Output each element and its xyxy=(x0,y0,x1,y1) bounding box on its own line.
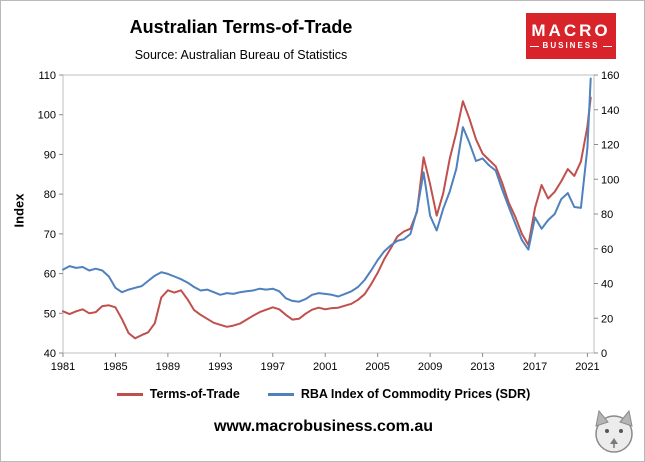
svg-text:50: 50 xyxy=(44,308,56,320)
svg-text:60: 60 xyxy=(601,244,613,256)
legend-label-terms-of-trade: Terms-of-Trade xyxy=(149,387,240,401)
svg-text:70: 70 xyxy=(44,229,56,241)
svg-text:140: 140 xyxy=(601,105,619,117)
svg-text:90: 90 xyxy=(44,149,56,161)
svg-text:160: 160 xyxy=(601,70,619,82)
svg-text:40: 40 xyxy=(44,348,56,360)
page-title: Australian Terms-of-Trade xyxy=(129,17,353,37)
source-subtitle: Source: Australian Bureau of Statistics xyxy=(134,48,348,62)
svg-text:20: 20 xyxy=(601,313,613,325)
legend-label-rba-index: RBA Index of Commodity Prices (SDR) xyxy=(300,387,531,401)
svg-text:1985: 1985 xyxy=(103,361,127,371)
svg-text:1993: 1993 xyxy=(208,361,232,371)
macrobusiness-logo: MACRO BUSINESS xyxy=(526,13,616,59)
svg-text:110: 110 xyxy=(38,70,56,82)
logo-business-row: BUSINESS xyxy=(529,41,613,50)
svg-text:100: 100 xyxy=(601,174,619,186)
svg-text:1997: 1997 xyxy=(261,361,285,371)
wolf-logo-icon xyxy=(595,409,633,453)
svg-text:2009: 2009 xyxy=(418,361,442,371)
svg-text:2005: 2005 xyxy=(365,361,389,371)
legend-item-rba-index: RBA Index of Commodity Prices (SDR) xyxy=(267,387,531,401)
legend: Terms-of-Trade RBA Index of Commodity Pr… xyxy=(1,387,644,401)
svg-text:2001: 2001 xyxy=(313,361,337,371)
svg-text:40: 40 xyxy=(601,279,613,291)
terms-of-trade-line-swatch xyxy=(116,392,143,396)
svg-text:2017: 2017 xyxy=(523,361,547,371)
svg-text:1989: 1989 xyxy=(156,361,180,371)
logo-business-text: BUSINESS xyxy=(542,41,600,50)
svg-text:80: 80 xyxy=(601,209,613,221)
svg-text:120: 120 xyxy=(601,140,619,152)
svg-text:1981: 1981 xyxy=(51,361,75,371)
svg-text:80: 80 xyxy=(44,189,56,201)
svg-text:60: 60 xyxy=(44,269,56,281)
svg-text:2013: 2013 xyxy=(470,361,494,371)
logo-macro-text: MACRO xyxy=(531,21,611,40)
logo-left-dash xyxy=(529,45,539,47)
svg-text:100: 100 xyxy=(38,110,56,122)
svg-text:2021: 2021 xyxy=(575,361,599,371)
logo-right-dash xyxy=(603,45,613,47)
legend-item-terms-of-trade: Terms-of-Trade xyxy=(116,387,240,401)
rba-index-line-swatch xyxy=(267,392,294,396)
line-chart: 40 50 60 70 80 90 100 110 0 20 40 60 80 100 120 140 160 1… xyxy=(38,70,620,371)
svg-text:0: 0 xyxy=(601,348,607,360)
site-url: www.macrobusiness.com.au xyxy=(213,418,434,435)
